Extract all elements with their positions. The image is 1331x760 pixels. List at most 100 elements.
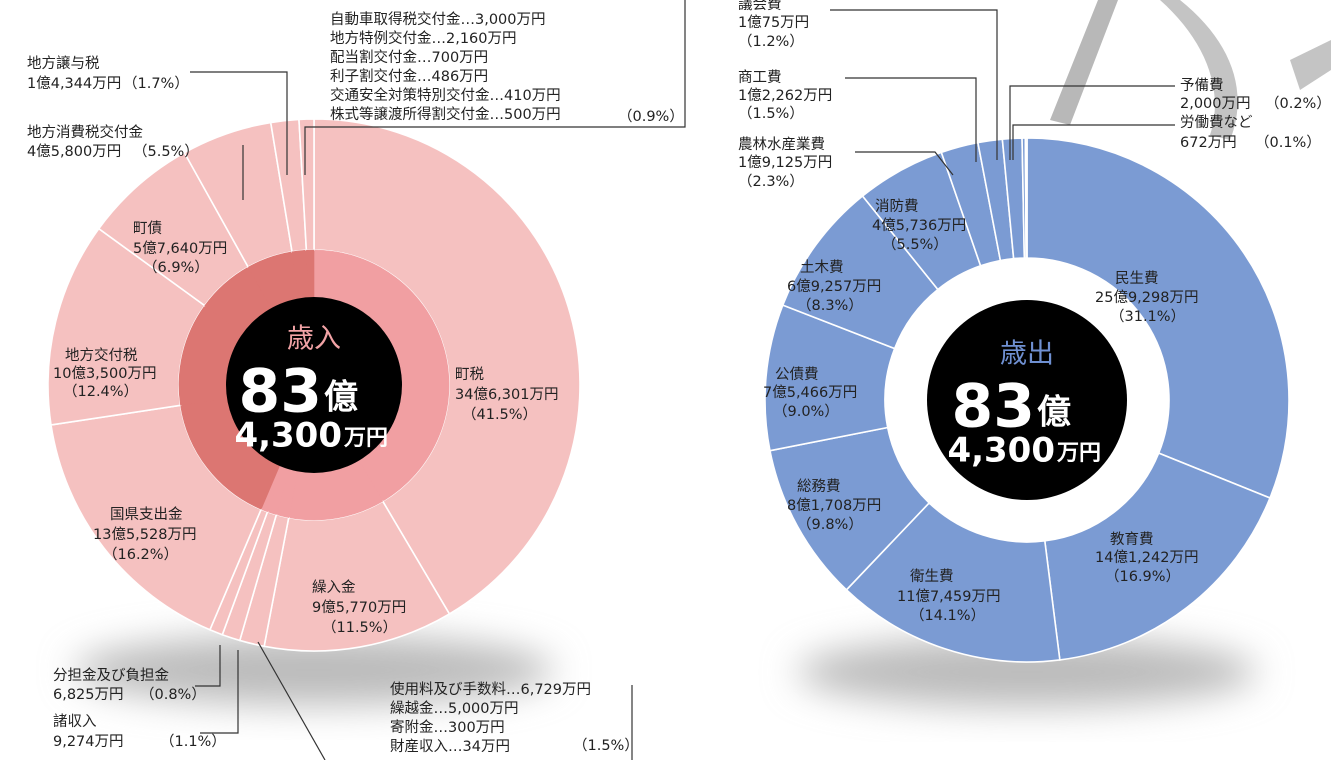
shadow: [797, 637, 1257, 707]
decoration: [1050, 0, 1118, 125]
total-sub: 4,300: [947, 431, 1055, 471]
slice-label: 土木費: [800, 259, 844, 276]
slice-amount: 6,825万円: [53, 687, 124, 703]
leader-line: [1009, 85, 1175, 160]
slice-label: 予備費: [1180, 77, 1224, 94]
value-label: （2.3%）: [738, 173, 804, 190]
slice: [1024, 137, 1028, 259]
leader-line: [190, 71, 288, 175]
slice-label: 地方交付税: [65, 346, 138, 364]
slice-label: 地方譲与税: [27, 55, 100, 72]
value-label: （1.7%）: [123, 75, 189, 92]
value-label: （0.1%）: [1255, 134, 1321, 151]
slice-label: 商工費: [738, 69, 782, 86]
slice-label: 分担金及び負担金: [53, 667, 169, 684]
slice-label: 諸収入: [53, 713, 97, 730]
value-label: （12.4%）: [63, 383, 138, 400]
leader-line: [855, 151, 954, 176]
slice-amount: 1億9,125万円: [738, 154, 832, 171]
value-label: （1.1%）: [160, 733, 226, 750]
detail-item: 繰越金…5,000万円: [390, 700, 519, 717]
detail-item: 使用料及び手数料…6,729万円: [390, 681, 591, 698]
slice-amount: 25億9,298万円: [1095, 289, 1198, 306]
center-label: 歳出: [1000, 339, 1054, 370]
slice-label: 議会費: [738, 0, 782, 13]
value-label: （8.3%）: [797, 297, 863, 314]
detail-item: 株式等譲渡所得割交付金…500万円: [330, 105, 561, 123]
total-sub: 4,300: [234, 416, 342, 456]
slice-label: 国県支出金: [110, 506, 183, 523]
slice-amount: 13億5,528万円: [93, 526, 196, 543]
leader-line: [304, 0, 686, 175]
slice-amount: 5億7,640万円: [133, 240, 227, 257]
center-label: 歳入: [287, 324, 341, 355]
slice-amount: 8億1,708万円: [787, 497, 881, 514]
detail-item: 利子割交付金…486万円: [330, 67, 488, 85]
slice-label: 衛生費: [910, 568, 954, 585]
total-main-unit: 億: [1037, 393, 1071, 433]
value-label: （1.5%）: [573, 737, 639, 754]
slice-amount: 1億75万円: [738, 14, 809, 31]
slice-amount: 9,274万円: [53, 734, 124, 750]
slice-label: 町債: [133, 220, 162, 237]
value-label: （0.9%）: [618, 108, 684, 125]
slice-amount: 672万円: [1180, 135, 1237, 151]
slice-amount: 4億5,800万円: [27, 143, 121, 160]
detail-item: 地方特例交付金…2,160万円: [330, 29, 517, 47]
slice-label: 民生費: [1115, 270, 1159, 287]
value-label: （5.5%）: [882, 236, 948, 253]
total-sub-unit: 万円: [1056, 441, 1101, 466]
slice-label: 消防費: [875, 198, 919, 215]
slice-amount: 9億5,770万円: [312, 599, 406, 616]
slice-label: 農林水産業費: [738, 136, 825, 153]
leader-line: [830, 9, 998, 160]
detail-item: 自動車取得税交付金…3,000万円: [330, 10, 546, 28]
slice-amount: 10億3,500万円: [53, 365, 156, 382]
slice-label: 地方消費税交付金: [27, 123, 143, 141]
detail-item: 配当割交付金…700万円: [330, 48, 488, 66]
value-label: （0.2%）: [1265, 95, 1331, 112]
value-label: （11.5%）: [322, 619, 397, 636]
value-label: （1.2%）: [738, 33, 804, 50]
slice-label: 労働費など: [1180, 114, 1253, 131]
value-label: （16.2%）: [103, 546, 178, 563]
total-main: 83: [239, 357, 323, 427]
slice-amount: 14億1,242万円: [1095, 549, 1198, 566]
value-label: （9.0%）: [773, 403, 839, 420]
value-label: （0.8%）: [140, 686, 206, 703]
shadow: [74, 635, 554, 705]
value-label: （5.5%）: [133, 143, 199, 160]
decoration: [1290, 40, 1331, 90]
detail-item: 財産収入…34万円: [390, 738, 510, 755]
detail-item: 寄附金…300万円: [390, 718, 505, 736]
total-main-unit: 億: [324, 378, 358, 418]
slice-amount: 11億7,459万円: [897, 588, 1000, 605]
center-disc: [927, 300, 1127, 500]
slice-amount: 7億5,466万円: [763, 384, 857, 401]
slice-amount: 34億6,301万円: [455, 386, 558, 403]
slice-label: 総務費: [797, 478, 841, 495]
value-label: （6.9%）: [143, 259, 209, 276]
leader-line: [200, 650, 239, 734]
center-disc: [226, 297, 402, 473]
slice-label: 公債費: [775, 366, 819, 383]
value-label: （9.8%）: [797, 516, 863, 533]
slice-amount: 4億5,736万円: [872, 217, 966, 234]
leader-line: [257, 641, 326, 760]
detail-item: 交通安全対策特別交付金…410万円: [330, 86, 561, 104]
decoration: [1160, 0, 1238, 140]
total-sub-unit: 万円: [343, 426, 388, 451]
slice-amount: 1億2,262万円: [738, 87, 832, 104]
value-label: （14.1%）: [910, 607, 985, 624]
inner-segment: [1025, 257, 1028, 302]
slice-label: 教育費: [1110, 531, 1154, 548]
total-main: 83: [952, 372, 1036, 442]
slice-label: 町税: [455, 366, 484, 383]
leader-line: [845, 77, 977, 162]
leader-line: [1012, 124, 1175, 160]
leader-line: [195, 645, 221, 687]
slice-amount: 1億4,344万円: [27, 75, 121, 92]
slice-label: 繰入金: [312, 579, 356, 596]
